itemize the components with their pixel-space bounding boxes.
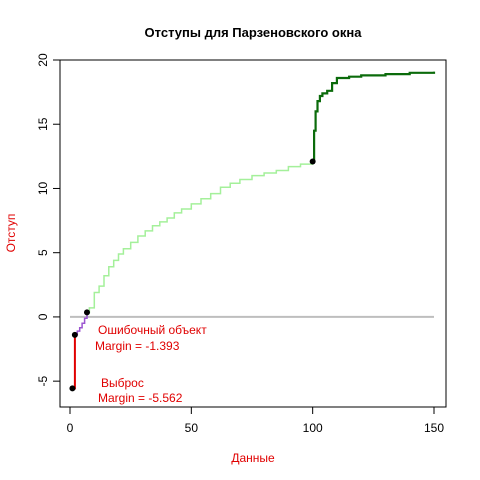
x-tick-label: 100 xyxy=(303,421,323,435)
series-error-line xyxy=(74,312,88,336)
series-normal-line xyxy=(87,161,314,314)
marker-point-3 xyxy=(309,158,316,165)
y-tick-label: 20 xyxy=(36,53,50,67)
y-tick-label: 15 xyxy=(36,117,50,131)
marker-layer xyxy=(69,158,316,392)
series-reference-line xyxy=(312,71,436,163)
x-axis: 0 50 100 150 xyxy=(67,406,444,435)
marker-point-2 xyxy=(83,309,90,316)
marker-point-1 xyxy=(71,331,78,338)
y-tick-label: 5 xyxy=(36,249,50,256)
marker-point-0 xyxy=(69,385,76,392)
y-tick-label: 0 xyxy=(36,313,50,320)
x-axis-label: Данные xyxy=(231,451,275,465)
x-tick-label: 0 xyxy=(67,421,74,435)
x-tick-label: 50 xyxy=(185,421,199,435)
y-axis: -5 0 5 10 15 20 xyxy=(36,53,61,386)
chart-title: Отступы для Парзеновского окна xyxy=(145,25,363,40)
y-tick-label: 10 xyxy=(36,181,50,195)
x-tick-label: 150 xyxy=(424,421,444,435)
outlier-annotation-margin: Margin = -5.562 xyxy=(98,391,183,405)
error-annotation-margin: Margin = -1.393 xyxy=(95,339,180,353)
y-axis-label: Отступ xyxy=(4,214,18,253)
outlier-annotation-title: Выброс xyxy=(101,376,144,390)
error-annotation-title: Ошибочный объект xyxy=(98,323,207,337)
y-tick-label: -5 xyxy=(36,375,50,386)
